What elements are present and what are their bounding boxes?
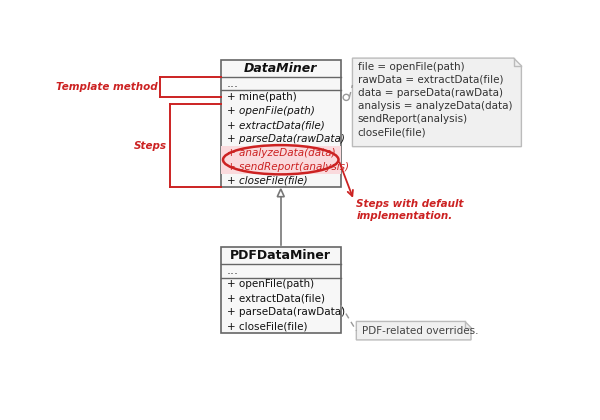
Text: analysis = analyzeData(data): analysis = analyzeData(data)	[358, 101, 512, 111]
Bar	[221, 160, 341, 173]
Text: sendReport(analysis): sendReport(analysis)	[358, 114, 468, 124]
Text: data = parseData(rawData): data = parseData(rawData)	[358, 88, 503, 98]
Text: rawData = extractData(file): rawData = extractData(file)	[358, 75, 503, 85]
Text: + sendReport(analysis): + sendReport(analysis)	[227, 162, 349, 172]
Polygon shape	[356, 321, 471, 340]
Text: PDF-related overrides.: PDF-related overrides.	[362, 326, 478, 336]
Text: + closeFile(file): + closeFile(file)	[227, 321, 307, 331]
Text: + extractData(file): + extractData(file)	[227, 120, 325, 130]
Text: + closeFile(file): + closeFile(file)	[227, 176, 308, 186]
Bar	[221, 247, 341, 333]
Text: closeFile(file): closeFile(file)	[358, 127, 427, 137]
Text: + openFile(path): + openFile(path)	[227, 106, 315, 116]
Text: + openFile(path): + openFile(path)	[227, 279, 314, 289]
Polygon shape	[352, 58, 521, 147]
Polygon shape	[277, 189, 284, 197]
Text: ...: ...	[227, 77, 239, 90]
Text: PDFDataMiner: PDFDataMiner	[230, 249, 331, 262]
Text: + parseData(rawData): + parseData(rawData)	[227, 307, 345, 317]
Text: + parseData(rawData): + parseData(rawData)	[227, 134, 345, 144]
Text: Template method: Template method	[56, 82, 157, 92]
Circle shape	[343, 94, 349, 100]
Text: Steps with default
implementation.: Steps with default implementation.	[356, 199, 464, 220]
Text: ...: ...	[227, 264, 239, 277]
Text: + mine(path): + mine(path)	[227, 92, 296, 102]
Text: + analyzeData(data): + analyzeData(data)	[227, 148, 335, 158]
Text: + extractData(file): + extractData(file)	[227, 293, 325, 303]
Text: DataMiner: DataMiner	[244, 62, 317, 75]
Bar	[221, 60, 341, 187]
Bar	[221, 146, 341, 160]
Text: file = openFile(path): file = openFile(path)	[358, 62, 464, 71]
Text: Steps: Steps	[133, 141, 166, 151]
